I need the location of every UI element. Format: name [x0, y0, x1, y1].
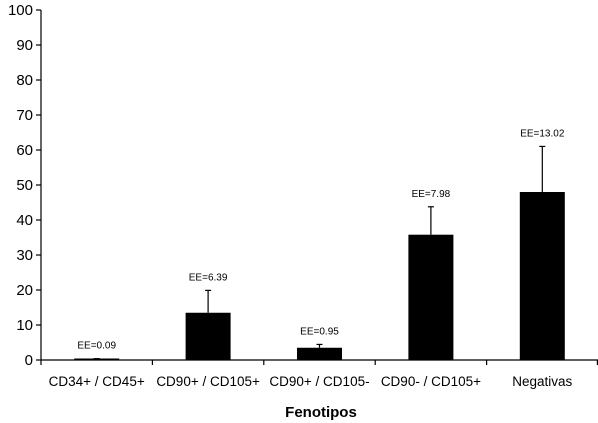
bar — [519, 192, 565, 360]
y-tick-label: 40 — [16, 212, 33, 229]
y-tick-label: 30 — [16, 247, 33, 264]
category-label: CD90+ / CD105- — [269, 374, 369, 389]
y-tick-label: 80 — [16, 72, 33, 89]
error-label: EE=13.02 — [520, 128, 565, 139]
error-label: EE=0.95 — [300, 326, 339, 337]
x-axis — [40, 359, 598, 365]
category-label: CD90- / CD105+ — [381, 374, 481, 389]
bars — [74, 192, 565, 360]
error-labels: EE=0.09 EE=6.39 EE=0.95 EE=7.98 EE=13.02 — [77, 128, 564, 351]
bar — [408, 234, 454, 360]
y-tick-label: 20 — [16, 282, 33, 299]
y-tick-label: 50 — [16, 177, 33, 194]
y-axis: 0 10 20 30 40 50 60 70 80 90 100 — [8, 2, 42, 369]
bar — [185, 312, 231, 360]
bar — [297, 347, 342, 360]
y-tick-label: 100 — [8, 2, 33, 19]
error-label: EE=0.09 — [77, 341, 116, 352]
x-axis-title: Fenotipos — [285, 404, 357, 421]
bar — [74, 358, 120, 360]
error-label: EE=7.98 — [412, 189, 451, 200]
category-labels: CD34+ / CD45+ CD90+ / CD105+ CD90+ / CD105… — [49, 374, 573, 389]
y-tick-label: 10 — [16, 317, 33, 334]
error-bars — [93, 145, 546, 360]
error-label: EE=6.39 — [189, 272, 228, 283]
y-tick-label: 90 — [16, 37, 33, 54]
category-label: Negativas — [512, 374, 572, 389]
category-label: CD34+ / CD45+ — [49, 374, 145, 389]
y-tick-label: 0 — [25, 352, 33, 369]
y-tick-label: 70 — [16, 107, 33, 124]
category-label: CD90+ / CD105+ — [156, 374, 260, 389]
y-tick-label: 60 — [16, 142, 33, 159]
